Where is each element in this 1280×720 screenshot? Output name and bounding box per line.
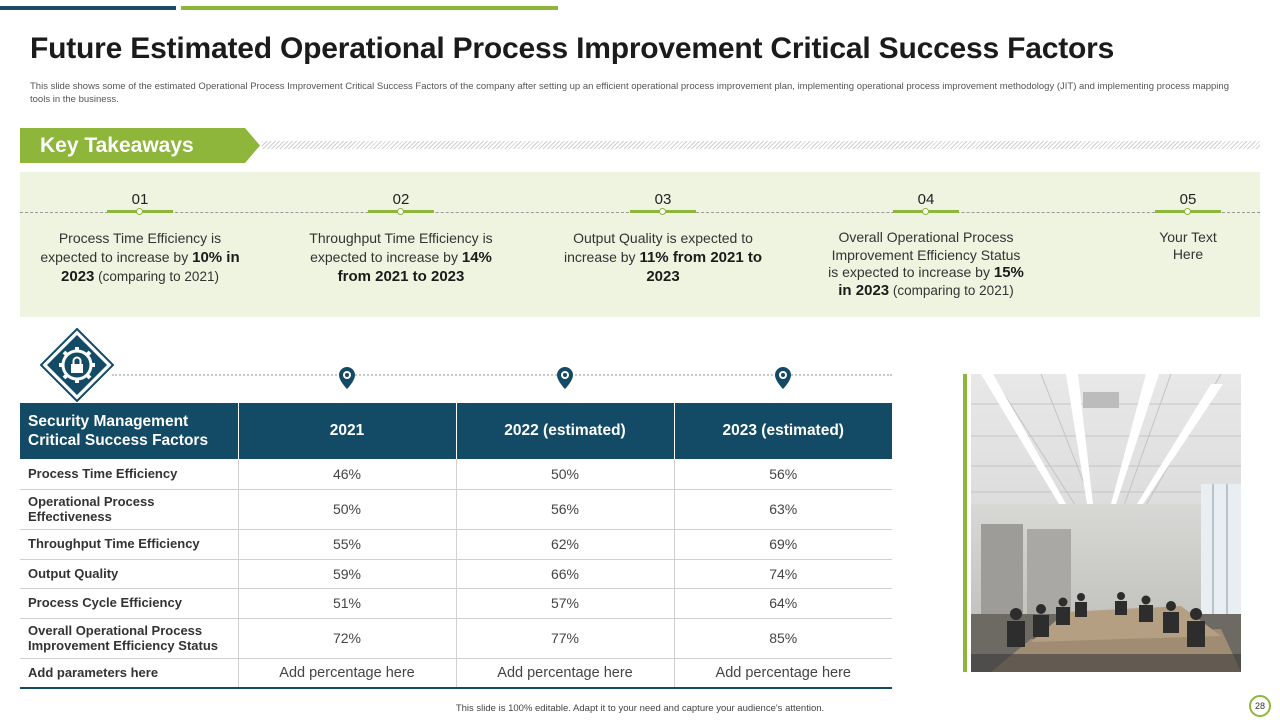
table-cell: 56% bbox=[674, 459, 892, 490]
table-row: Add parameters here Add percentage here … bbox=[20, 658, 892, 689]
table-cell: 55% bbox=[238, 529, 457, 560]
timeline-node bbox=[659, 208, 666, 215]
table-cell: 64% bbox=[674, 588, 892, 619]
table-cell: 74% bbox=[674, 559, 892, 589]
timeline-node bbox=[1184, 208, 1191, 215]
table-cell: Add percentage here bbox=[238, 658, 457, 689]
table-cell: 85% bbox=[674, 618, 892, 659]
conference-room-photo bbox=[971, 374, 1241, 672]
table-cell: 62% bbox=[456, 529, 675, 560]
slide-title: Future Estimated Operational Process Imp… bbox=[30, 32, 1115, 65]
takeaway-text: Output Quality is expected to increase b… bbox=[563, 230, 763, 285]
row-label: Process Time Efficiency bbox=[20, 459, 239, 490]
table-cell: 59% bbox=[238, 559, 457, 589]
key-takeaways-heading: Key Takeaways bbox=[40, 134, 194, 157]
table-row: Overall Operational Process Improvement … bbox=[20, 618, 892, 659]
takeaway-item: 03 Output Quality is expected to increas… bbox=[553, 172, 773, 317]
timeline-node bbox=[922, 208, 929, 215]
takeaway-item: 04 Overall Operational Process Improveme… bbox=[816, 172, 1036, 317]
location-pin-icon bbox=[774, 366, 792, 390]
security-gear-lock-icon bbox=[39, 327, 115, 403]
takeaway-number: 05 bbox=[1179, 191, 1197, 208]
table-row: Process Cycle Efficiency 51% 57% 64% bbox=[20, 588, 892, 619]
table-cell: Add percentage here bbox=[674, 658, 892, 689]
column-header: Security Management Critical Success Fac… bbox=[20, 403, 239, 459]
photo-accent-bar bbox=[963, 374, 967, 672]
table-row: Throughput Time Efficiency 55% 62% 69% bbox=[20, 529, 892, 560]
takeaway-item: 01 Process Time Efficiency is expected t… bbox=[30, 172, 250, 317]
takeaway-item: 05 Your Text Here bbox=[1078, 172, 1280, 317]
table-cell: 66% bbox=[456, 559, 675, 589]
table-cell: 69% bbox=[674, 529, 892, 560]
takeaway-number: 02 bbox=[392, 191, 410, 208]
column-header: 2021 bbox=[238, 403, 457, 459]
takeaway-text: Throughput Time Efficiency is expected t… bbox=[309, 230, 493, 285]
takeaway-text: Your Text Here bbox=[1159, 229, 1217, 262]
column-header: 2022 (estimated) bbox=[456, 403, 675, 459]
table-header-row: Security Management Critical Success Fac… bbox=[20, 403, 892, 459]
success-factors-table: Security Management Critical Success Fac… bbox=[20, 403, 892, 689]
row-label: Add parameters here bbox=[20, 658, 239, 689]
table-cell: 77% bbox=[456, 618, 675, 659]
slide-subtitle: This slide shows some of the estimated O… bbox=[30, 81, 1229, 105]
footer-note: This slide is 100% editable. Adapt it to… bbox=[455, 703, 825, 714]
table-cell: 72% bbox=[238, 618, 457, 659]
takeaway-item: 02 Throughput Time Efficiency is expecte… bbox=[291, 172, 511, 317]
takeaway-number: 04 bbox=[917, 191, 935, 208]
table-row: Operational Process Effectiveness 50% 56… bbox=[20, 489, 892, 530]
page-number: 28 bbox=[1249, 695, 1271, 717]
location-pin-icon bbox=[556, 366, 574, 390]
row-label: Throughput Time Efficiency bbox=[20, 529, 239, 560]
timeline-node bbox=[397, 208, 404, 215]
table-cell: 46% bbox=[238, 459, 457, 490]
takeaway-number: 03 bbox=[654, 191, 672, 208]
table-cell: 56% bbox=[456, 489, 675, 530]
row-label: Overall Operational Process Improvement … bbox=[20, 618, 239, 659]
table-cell: 50% bbox=[238, 489, 457, 530]
table-cell: Add percentage here bbox=[456, 658, 675, 689]
row-label: Operational Process Effectiveness bbox=[20, 489, 239, 530]
column-header: 2023 (estimated) bbox=[674, 403, 892, 459]
takeaway-text: Overall Operational Process Improvement … bbox=[828, 229, 1024, 299]
timeline-node bbox=[136, 208, 143, 215]
table-cell: 50% bbox=[456, 459, 675, 490]
takeaway-text: Process Time Efficiency is expected to i… bbox=[40, 230, 240, 285]
table-cell: 57% bbox=[456, 588, 675, 619]
key-takeaways-panel: 01 Process Time Efficiency is expected t… bbox=[20, 172, 1260, 317]
row-label: Output Quality bbox=[20, 559, 239, 589]
hatch-divider bbox=[262, 141, 1260, 149]
table-row: Output Quality 59% 66% 74% bbox=[20, 559, 892, 589]
key-takeaways-banner: Key Takeaways bbox=[20, 128, 260, 163]
table-cell: 51% bbox=[238, 588, 457, 619]
table-row: Process Time Efficiency 46% 50% 56% bbox=[20, 459, 892, 490]
table-cell: 63% bbox=[674, 489, 892, 530]
location-pin-icon bbox=[338, 366, 356, 390]
top-accent-bar-dark bbox=[0, 6, 176, 10]
dotted-guide-line bbox=[112, 374, 892, 376]
row-label: Process Cycle Efficiency bbox=[20, 588, 239, 619]
top-accent-bar-green bbox=[181, 6, 558, 10]
takeaway-number: 01 bbox=[131, 191, 149, 208]
